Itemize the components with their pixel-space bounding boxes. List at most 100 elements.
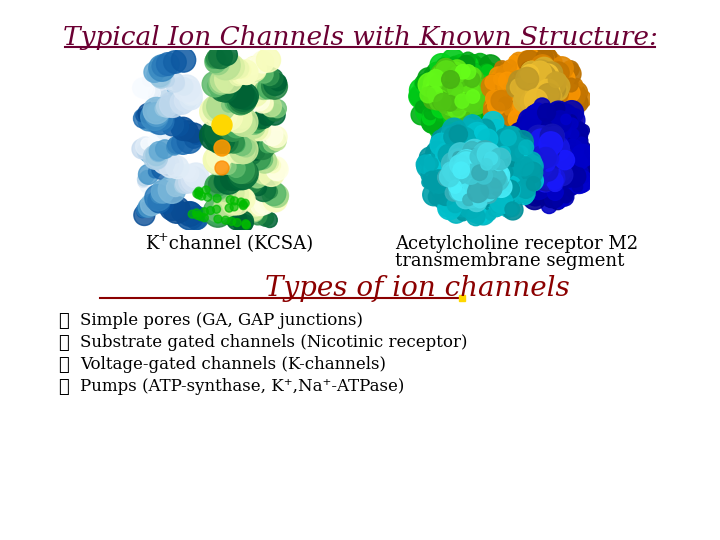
Circle shape <box>563 111 573 121</box>
Circle shape <box>547 92 567 112</box>
Circle shape <box>219 123 235 139</box>
Circle shape <box>464 69 484 89</box>
Circle shape <box>450 164 470 184</box>
Circle shape <box>138 164 158 184</box>
Circle shape <box>448 158 464 175</box>
Circle shape <box>546 140 561 155</box>
Circle shape <box>217 148 233 164</box>
Circle shape <box>510 162 521 173</box>
Circle shape <box>444 126 457 138</box>
Circle shape <box>559 195 570 206</box>
Circle shape <box>137 202 151 217</box>
Circle shape <box>441 86 459 104</box>
Circle shape <box>464 72 480 87</box>
Circle shape <box>436 85 449 98</box>
Circle shape <box>456 189 475 208</box>
Circle shape <box>220 167 245 191</box>
Circle shape <box>490 202 501 212</box>
Circle shape <box>549 81 562 93</box>
Circle shape <box>442 124 465 147</box>
Circle shape <box>451 147 472 168</box>
Circle shape <box>544 118 561 134</box>
Circle shape <box>555 73 566 84</box>
Circle shape <box>457 80 474 96</box>
Circle shape <box>462 83 476 97</box>
Circle shape <box>475 159 486 170</box>
Circle shape <box>528 61 552 84</box>
Circle shape <box>439 127 459 148</box>
Circle shape <box>449 177 465 194</box>
Circle shape <box>516 132 530 146</box>
Circle shape <box>466 106 487 127</box>
Circle shape <box>436 89 456 108</box>
Circle shape <box>145 185 171 211</box>
Circle shape <box>461 86 485 110</box>
Circle shape <box>241 199 249 207</box>
Circle shape <box>212 205 220 213</box>
Circle shape <box>460 187 482 208</box>
Circle shape <box>136 79 148 91</box>
Circle shape <box>508 84 528 105</box>
Circle shape <box>428 163 449 184</box>
Circle shape <box>567 118 578 130</box>
Circle shape <box>526 157 546 177</box>
Circle shape <box>540 112 554 125</box>
Circle shape <box>541 179 562 200</box>
Circle shape <box>509 177 530 198</box>
Circle shape <box>474 123 487 136</box>
Circle shape <box>149 141 168 160</box>
Circle shape <box>483 103 502 121</box>
Circle shape <box>479 55 502 78</box>
Circle shape <box>553 73 567 87</box>
Circle shape <box>481 167 492 178</box>
Circle shape <box>423 68 441 84</box>
Circle shape <box>486 181 497 192</box>
Circle shape <box>464 94 475 104</box>
Circle shape <box>462 166 477 181</box>
Circle shape <box>529 158 545 174</box>
Circle shape <box>538 104 556 122</box>
Text: transmembrane segment: transmembrane segment <box>395 252 624 270</box>
Circle shape <box>572 182 582 192</box>
Circle shape <box>515 157 534 176</box>
Circle shape <box>450 69 472 92</box>
Circle shape <box>536 164 555 184</box>
Circle shape <box>450 159 471 180</box>
Circle shape <box>237 139 255 157</box>
Circle shape <box>459 112 477 130</box>
Circle shape <box>523 147 535 160</box>
Circle shape <box>523 118 537 132</box>
Circle shape <box>475 153 488 166</box>
Circle shape <box>522 150 541 168</box>
Circle shape <box>522 59 542 79</box>
Circle shape <box>143 103 158 119</box>
Circle shape <box>207 101 231 126</box>
Circle shape <box>544 65 561 83</box>
Circle shape <box>541 95 557 111</box>
Circle shape <box>202 71 228 97</box>
Circle shape <box>186 85 201 99</box>
Circle shape <box>523 94 543 114</box>
Circle shape <box>138 173 150 186</box>
Circle shape <box>502 141 524 164</box>
Circle shape <box>509 65 531 86</box>
Circle shape <box>211 69 235 93</box>
Circle shape <box>157 153 179 175</box>
Circle shape <box>505 64 525 84</box>
Circle shape <box>435 76 453 93</box>
Circle shape <box>478 178 501 200</box>
Circle shape <box>575 156 588 169</box>
Circle shape <box>562 179 577 194</box>
Circle shape <box>475 125 496 145</box>
Circle shape <box>481 178 502 199</box>
Circle shape <box>494 96 513 116</box>
Circle shape <box>549 101 567 118</box>
Circle shape <box>543 97 566 120</box>
Circle shape <box>462 119 476 133</box>
Circle shape <box>447 147 467 167</box>
Circle shape <box>480 124 496 140</box>
Circle shape <box>225 164 251 190</box>
Circle shape <box>463 108 481 126</box>
Circle shape <box>467 138 487 158</box>
Circle shape <box>561 113 573 125</box>
